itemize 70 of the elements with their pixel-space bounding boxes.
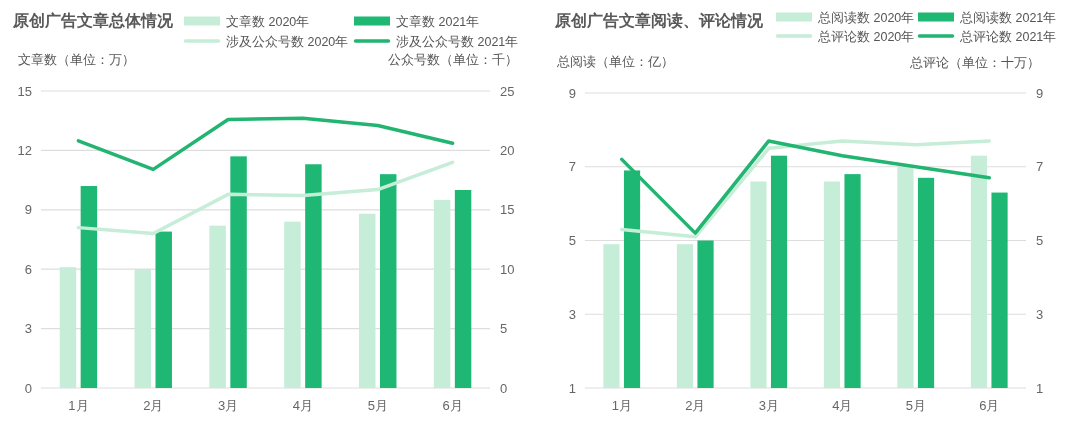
legend-label: 文章数 2021年 [396, 14, 480, 29]
x-tick-label: 1月 [68, 398, 89, 413]
legend-label: 总阅读数 2020年 [817, 10, 915, 25]
bar [59, 267, 77, 388]
y2-tick-label: 7 [1036, 159, 1044, 175]
bar [230, 156, 247, 388]
x-tick-label: 4月 [832, 398, 853, 413]
line-series [76, 116, 455, 172]
legend-label: 总评论数 2020年 [817, 29, 915, 44]
legend-label: 总评论数 2021年 [959, 29, 1057, 44]
x-tick-label: 5月 [367, 398, 388, 413]
legend-item: 文章数 2020年 [184, 14, 310, 29]
y2-tick-label: 5 [1036, 233, 1044, 248]
x-tick-label: 6月 [442, 398, 463, 413]
y2-tick-label: 9 [1036, 85, 1044, 101]
bar [284, 221, 301, 388]
x-tick-label: 6月 [979, 398, 1000, 413]
y2-tick-label: 0 [500, 380, 508, 396]
y2-axis-title: 总评论（单位：十万） [909, 56, 1040, 70]
bar [155, 231, 172, 388]
legend-item: 总评论数 2020年 [775, 29, 915, 44]
bar [305, 164, 322, 388]
y-tick-label: 3 [568, 306, 576, 322]
legend-label: 文章数 2020年 [226, 14, 310, 29]
bar [454, 190, 472, 388]
y2-tick-label: 20 [500, 142, 515, 158]
y-tick-label: 0 [24, 380, 32, 396]
legend-label: 涉及公众号数 2021年 [396, 34, 519, 49]
y2-tick-label: 10 [500, 261, 515, 277]
y-tick-label: 6 [24, 261, 32, 277]
y-tick-label: 12 [17, 142, 32, 158]
y-tick-label: 7 [568, 159, 576, 175]
x-tick-label: 3月 [217, 398, 239, 413]
y-axis-title: 文章数（单位：万） [18, 53, 135, 67]
y2-tick-label: 1 [1036, 380, 1044, 396]
y2-tick-label: 25 [500, 83, 515, 99]
x-tick-label: 4月 [292, 398, 314, 413]
y-tick-label: 9 [24, 202, 32, 218]
x-tick-label: 2月 [685, 398, 706, 413]
legend-item: 文章数 2021年 [354, 14, 480, 29]
chart-title: 原创广告文章总体情况 [12, 12, 174, 29]
x-tick-label: 1月 [611, 398, 632, 413]
y2-tick-label: 15 [500, 202, 515, 218]
y-tick-label: 9 [568, 85, 576, 101]
legend-item: 总评论数 2021年 [917, 29, 1057, 44]
bar [209, 225, 226, 388]
legend-item: 涉及公众号数 2020年 [183, 34, 349, 49]
legend-label: 涉及公众号数 2020年 [226, 34, 349, 49]
y-tick-label: 3 [24, 321, 32, 337]
legend-item: 涉及公众号数 2021年 [353, 34, 519, 49]
bar [433, 199, 451, 388]
x-tick-label: 5月 [905, 398, 926, 413]
y2-axis-title: 公众号数（单位：千） [388, 53, 518, 67]
legend-item: 总阅读数 2020年 [776, 10, 915, 25]
line-series [76, 160, 455, 236]
y-axis-title: 总阅读（单位：亿） [556, 55, 674, 69]
y-tick-label: 5 [568, 233, 576, 248]
y-tick-label: 1 [568, 380, 576, 396]
chart-title: 原创广告文章阅读、评论情况 [554, 12, 764, 29]
x-tick-label: 2月 [143, 398, 164, 413]
legend-label: 总阅读数 2021年 [959, 10, 1057, 25]
y2-tick-label: 3 [1036, 306, 1044, 322]
bar [359, 213, 376, 388]
bar [380, 174, 397, 388]
bar [134, 269, 152, 388]
bar [80, 186, 98, 388]
legend-item: 总阅读数 2021年 [918, 10, 1057, 25]
y-tick-label: 15 [17, 83, 32, 99]
x-tick-label: 3月 [758, 398, 779, 413]
y2-tick-label: 5 [500, 321, 508, 337]
